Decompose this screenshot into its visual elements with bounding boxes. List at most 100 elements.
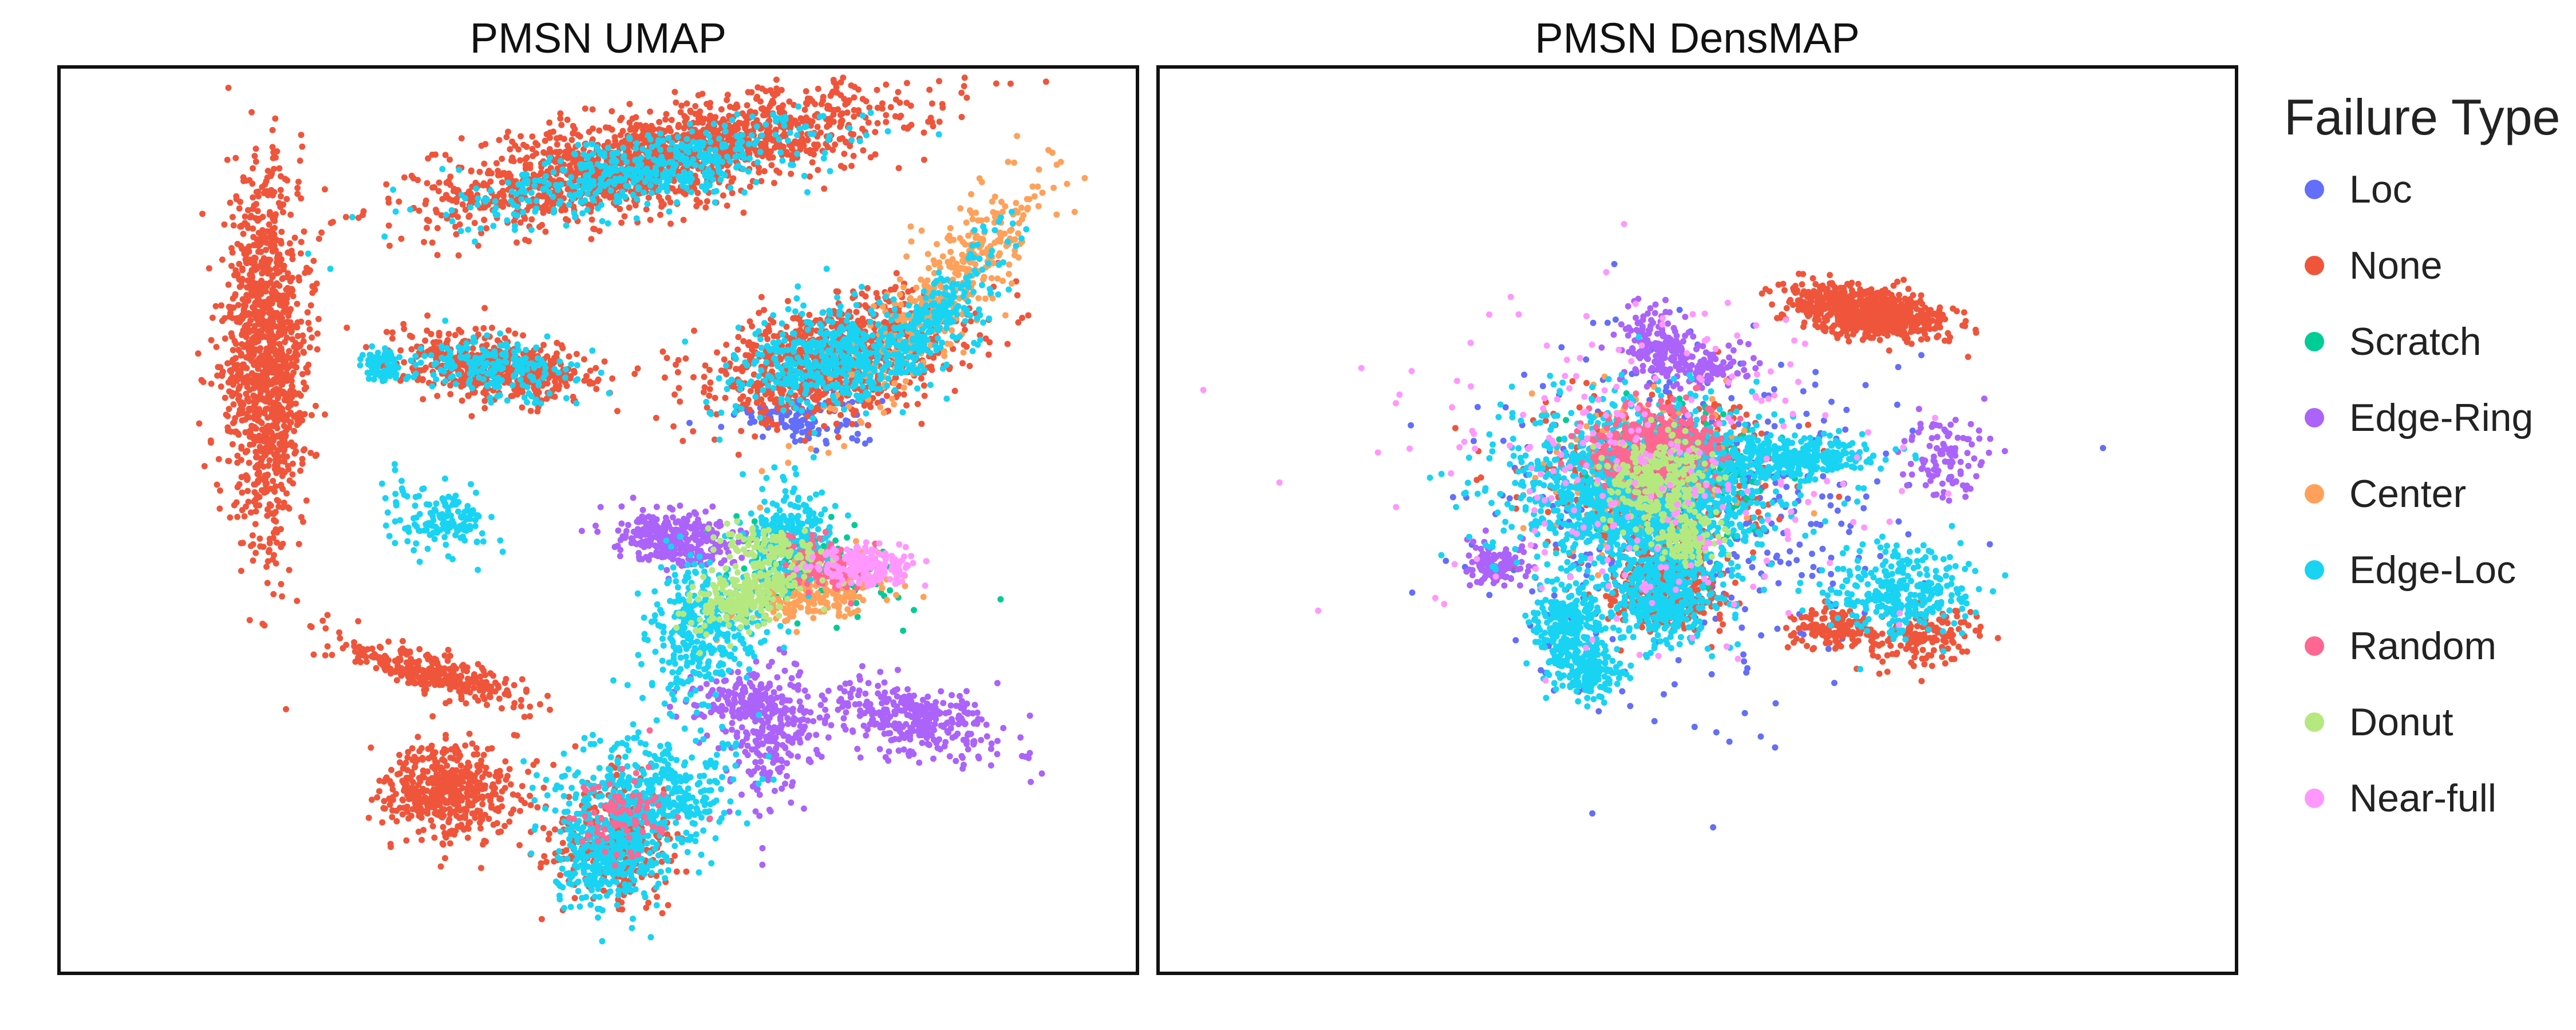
point <box>925 118 932 125</box>
point <box>488 745 495 752</box>
point <box>986 339 993 346</box>
point <box>864 285 871 292</box>
point <box>275 503 282 510</box>
point <box>246 617 253 624</box>
point <box>447 840 453 847</box>
point <box>513 239 520 246</box>
point <box>381 778 388 785</box>
point <box>854 430 861 437</box>
point <box>447 156 453 163</box>
point <box>315 316 322 322</box>
point <box>260 265 267 272</box>
point <box>495 168 501 175</box>
point <box>250 352 257 359</box>
point <box>399 811 406 818</box>
point <box>266 546 272 553</box>
point <box>238 540 244 546</box>
point <box>540 825 547 831</box>
point <box>559 205 566 212</box>
point <box>481 304 488 311</box>
point <box>527 407 534 414</box>
point <box>294 185 301 191</box>
point <box>903 80 910 86</box>
point <box>254 217 261 224</box>
point <box>279 540 286 547</box>
point <box>492 772 499 779</box>
point <box>275 200 282 207</box>
point <box>301 349 307 356</box>
point <box>250 375 257 382</box>
point <box>453 231 460 237</box>
point <box>704 198 710 205</box>
point <box>456 221 463 228</box>
point <box>276 356 283 363</box>
point <box>250 241 257 248</box>
point <box>480 182 487 189</box>
point <box>730 175 737 182</box>
point <box>617 132 624 138</box>
point <box>401 174 408 181</box>
point <box>389 329 396 336</box>
point <box>760 401 767 408</box>
point <box>818 101 825 108</box>
point <box>617 205 623 212</box>
point <box>424 802 431 809</box>
point <box>691 327 697 334</box>
point <box>409 791 416 798</box>
point <box>525 768 532 775</box>
point <box>746 406 753 413</box>
point <box>634 365 641 372</box>
point <box>315 235 322 242</box>
point <box>851 107 858 113</box>
point <box>278 193 284 200</box>
point <box>768 101 774 108</box>
point <box>255 296 262 303</box>
point <box>758 294 765 300</box>
point <box>281 438 288 445</box>
point <box>241 513 248 520</box>
point <box>269 226 276 233</box>
point <box>295 541 302 548</box>
point <box>815 406 822 413</box>
point <box>762 331 769 338</box>
point <box>936 78 942 85</box>
point <box>883 118 890 125</box>
point <box>291 235 298 241</box>
point <box>756 310 762 316</box>
point <box>476 168 483 175</box>
point <box>483 838 489 845</box>
point <box>792 438 799 445</box>
point <box>424 312 431 319</box>
point <box>396 198 402 205</box>
point <box>448 809 454 815</box>
point <box>464 824 471 831</box>
point <box>526 238 532 244</box>
point <box>229 213 236 220</box>
point <box>234 240 241 247</box>
point <box>509 138 516 145</box>
point <box>557 115 564 122</box>
point <box>447 391 454 398</box>
point <box>883 393 890 399</box>
point <box>240 361 247 368</box>
point <box>272 509 279 516</box>
point <box>678 102 685 109</box>
point <box>801 437 808 444</box>
point <box>848 163 855 169</box>
point <box>851 113 858 120</box>
point <box>280 275 287 282</box>
point <box>242 449 249 455</box>
point <box>248 422 255 429</box>
point <box>257 389 264 396</box>
point <box>510 806 517 813</box>
point <box>814 124 821 130</box>
point <box>233 499 240 506</box>
point <box>263 398 270 405</box>
point <box>753 399 760 406</box>
point <box>786 98 793 105</box>
point <box>688 109 694 116</box>
point <box>833 84 840 90</box>
point <box>1004 340 1011 347</box>
point <box>261 622 268 629</box>
point <box>671 391 678 398</box>
